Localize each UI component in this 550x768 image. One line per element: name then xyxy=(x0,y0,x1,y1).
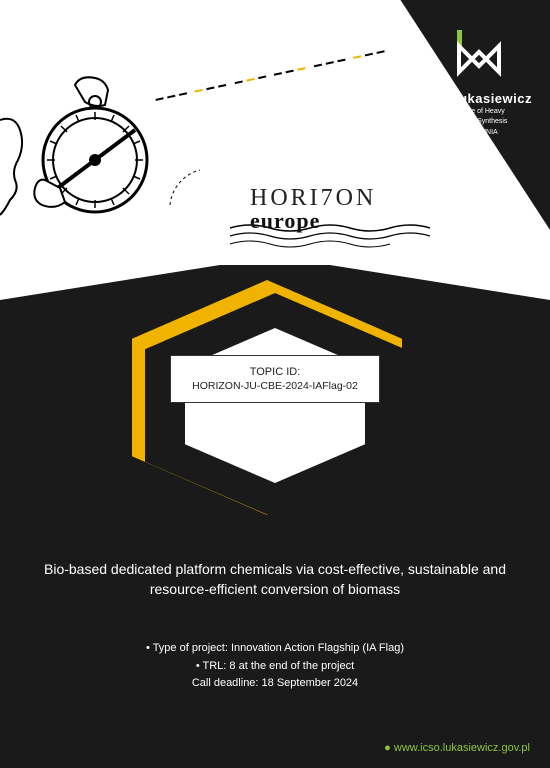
topic-code: HORIZON-JU-CBE-2024-IAFlag-02 xyxy=(185,380,365,392)
detail-type: • Type of project: Innovation Action Fla… xyxy=(30,640,520,658)
detail-deadline: Call deadline: 18 September 2024 xyxy=(30,675,520,693)
logo-icon xyxy=(451,38,506,80)
project-description: Bio-based dedicated platform chemicals v… xyxy=(30,560,520,599)
logo-sub3: BLACHOWNIA xyxy=(451,129,532,137)
detail-trl: • TRL: 8 at the end of the project xyxy=(30,658,520,676)
logo-sub2: Organic Synthesis xyxy=(451,118,532,126)
logo-sub1: Institute of Heavy xyxy=(451,108,532,116)
topic-id-box: TOPIC ID: HORIZON-JU-CBE-2024-IAFlag-02 xyxy=(170,355,380,403)
logo-mark xyxy=(451,30,506,85)
institute-logo: Łukasiewicz Institute of Heavy Organic S… xyxy=(451,30,532,137)
logo-name: Łukasiewicz xyxy=(451,91,532,106)
website-url: www.icso.lukasiewicz.gov.pl xyxy=(384,742,530,754)
project-details: • Type of project: Innovation Action Fla… xyxy=(30,640,520,693)
topic-label: TOPIC ID: xyxy=(185,366,365,378)
horizon-europe-logo: HORI7ON europe xyxy=(250,185,376,234)
hexagon-badge xyxy=(140,288,410,523)
